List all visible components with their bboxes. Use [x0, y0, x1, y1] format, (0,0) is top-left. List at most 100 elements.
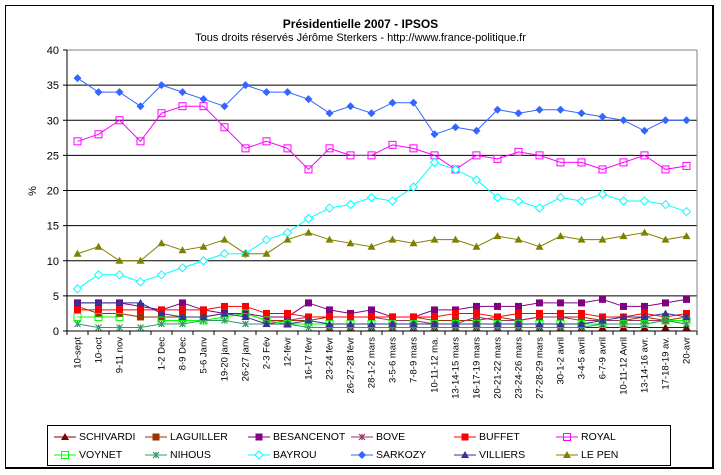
- data-point: [198, 256, 209, 266]
- legend-swatch: [351, 451, 373, 459]
- data-point: [136, 102, 145, 111]
- data-point: [493, 319, 502, 327]
- data-point: [535, 242, 544, 250]
- data-point: [619, 116, 628, 125]
- data-point: [620, 320, 627, 328]
- legend-item: BOVE: [351, 429, 405, 445]
- data-point: [262, 137, 271, 146]
- y-tick-label: 20: [47, 186, 59, 198]
- data-point: [93, 270, 104, 280]
- data-point: [556, 105, 565, 114]
- data-point: [556, 232, 565, 240]
- data-point: [242, 320, 249, 328]
- x-tick-label: 16-17 févr: [304, 337, 315, 380]
- y-tick-label: 35: [47, 80, 59, 92]
- legend-swatch: [54, 451, 76, 459]
- data-point: [662, 299, 669, 307]
- data-point: [577, 109, 586, 118]
- x-tick-label: 1-2 Dec: [157, 337, 168, 371]
- data-point: [368, 313, 375, 321]
- legend-item: SCHIVARDI: [54, 429, 135, 445]
- series-le-pen: [73, 228, 691, 264]
- data-point: [577, 235, 586, 243]
- data-point: [95, 306, 102, 314]
- data-point: [241, 81, 250, 90]
- y-tick-label: 5: [53, 291, 59, 303]
- legend-label: SARKOZY: [376, 449, 427, 461]
- legend-item: BAYROU: [248, 447, 317, 463]
- series-layer: [72, 74, 692, 331]
- data-point: [619, 232, 628, 240]
- data-point: [324, 203, 335, 213]
- data-point: [304, 165, 313, 174]
- data-point: [241, 312, 250, 320]
- data-point: [535, 105, 544, 114]
- data-point: [367, 151, 376, 160]
- data-point: [409, 239, 418, 247]
- data-point: [346, 102, 355, 111]
- legend-marker: [152, 451, 160, 459]
- x-tick-label: 10-11-12 ma.: [430, 337, 441, 393]
- data-point: [430, 235, 439, 243]
- data-point: [156, 270, 167, 280]
- data-point: [389, 313, 396, 321]
- data-point: [157, 81, 166, 90]
- data-point: [618, 196, 629, 206]
- data-point: [95, 324, 102, 331]
- data-point: [367, 109, 376, 118]
- legend-swatch: [556, 433, 578, 441]
- data-point: [136, 298, 145, 306]
- data-point: [367, 242, 376, 250]
- data-point: [367, 319, 376, 327]
- data-point: [661, 165, 670, 174]
- x-tick-label: 26-27 janv: [241, 337, 252, 382]
- legend-marker: [461, 433, 469, 441]
- data-point: [73, 312, 82, 321]
- y-tick-label: 10: [47, 256, 59, 268]
- data-point: [409, 319, 418, 327]
- data-point: [682, 312, 691, 320]
- data-point: [494, 313, 501, 321]
- data-point: [598, 112, 607, 121]
- legend-swatch: [248, 433, 270, 441]
- data-point: [681, 206, 692, 217]
- data-point: [555, 192, 566, 203]
- data-point: [366, 192, 377, 203]
- data-point: [304, 228, 313, 236]
- legend-swatch: [556, 451, 578, 458]
- x-tick-label: 2-3 Fév: [262, 337, 273, 369]
- legend-item: BESANCENOT: [248, 429, 345, 445]
- data-point: [493, 105, 502, 114]
- data-point: [326, 313, 333, 321]
- data-point: [598, 165, 607, 174]
- data-point: [430, 319, 439, 327]
- data-point: [472, 151, 481, 160]
- data-point: [452, 309, 459, 317]
- legend-item: LE PEN: [556, 447, 618, 463]
- data-point: [283, 319, 292, 327]
- series-buffet: [74, 302, 690, 321]
- x-tick-label: 19-20 janv: [220, 337, 231, 382]
- data-point: [262, 88, 271, 97]
- data-point: [305, 324, 312, 331]
- data-point: [73, 298, 82, 306]
- data-point: [177, 263, 188, 273]
- x-tick-label: 7-8-9 mars: [409, 337, 420, 383]
- data-point: [178, 88, 187, 97]
- data-point: [431, 313, 438, 321]
- data-point: [263, 309, 270, 317]
- data-point: [388, 319, 397, 327]
- data-point: [304, 95, 313, 104]
- data-point: [620, 302, 627, 310]
- data-point: [513, 196, 524, 206]
- legend-swatch: [145, 433, 167, 441]
- data-point: [388, 140, 397, 149]
- series-sarkozy: [73, 74, 691, 139]
- x-tick-label: 13-14-15 mars: [451, 337, 462, 399]
- data-point: [94, 88, 103, 97]
- x-tick-label: 30-1-2 avril: [556, 337, 567, 385]
- data-point: [661, 316, 670, 325]
- data-point: [304, 316, 313, 324]
- legend-label: VOYNET: [79, 449, 123, 461]
